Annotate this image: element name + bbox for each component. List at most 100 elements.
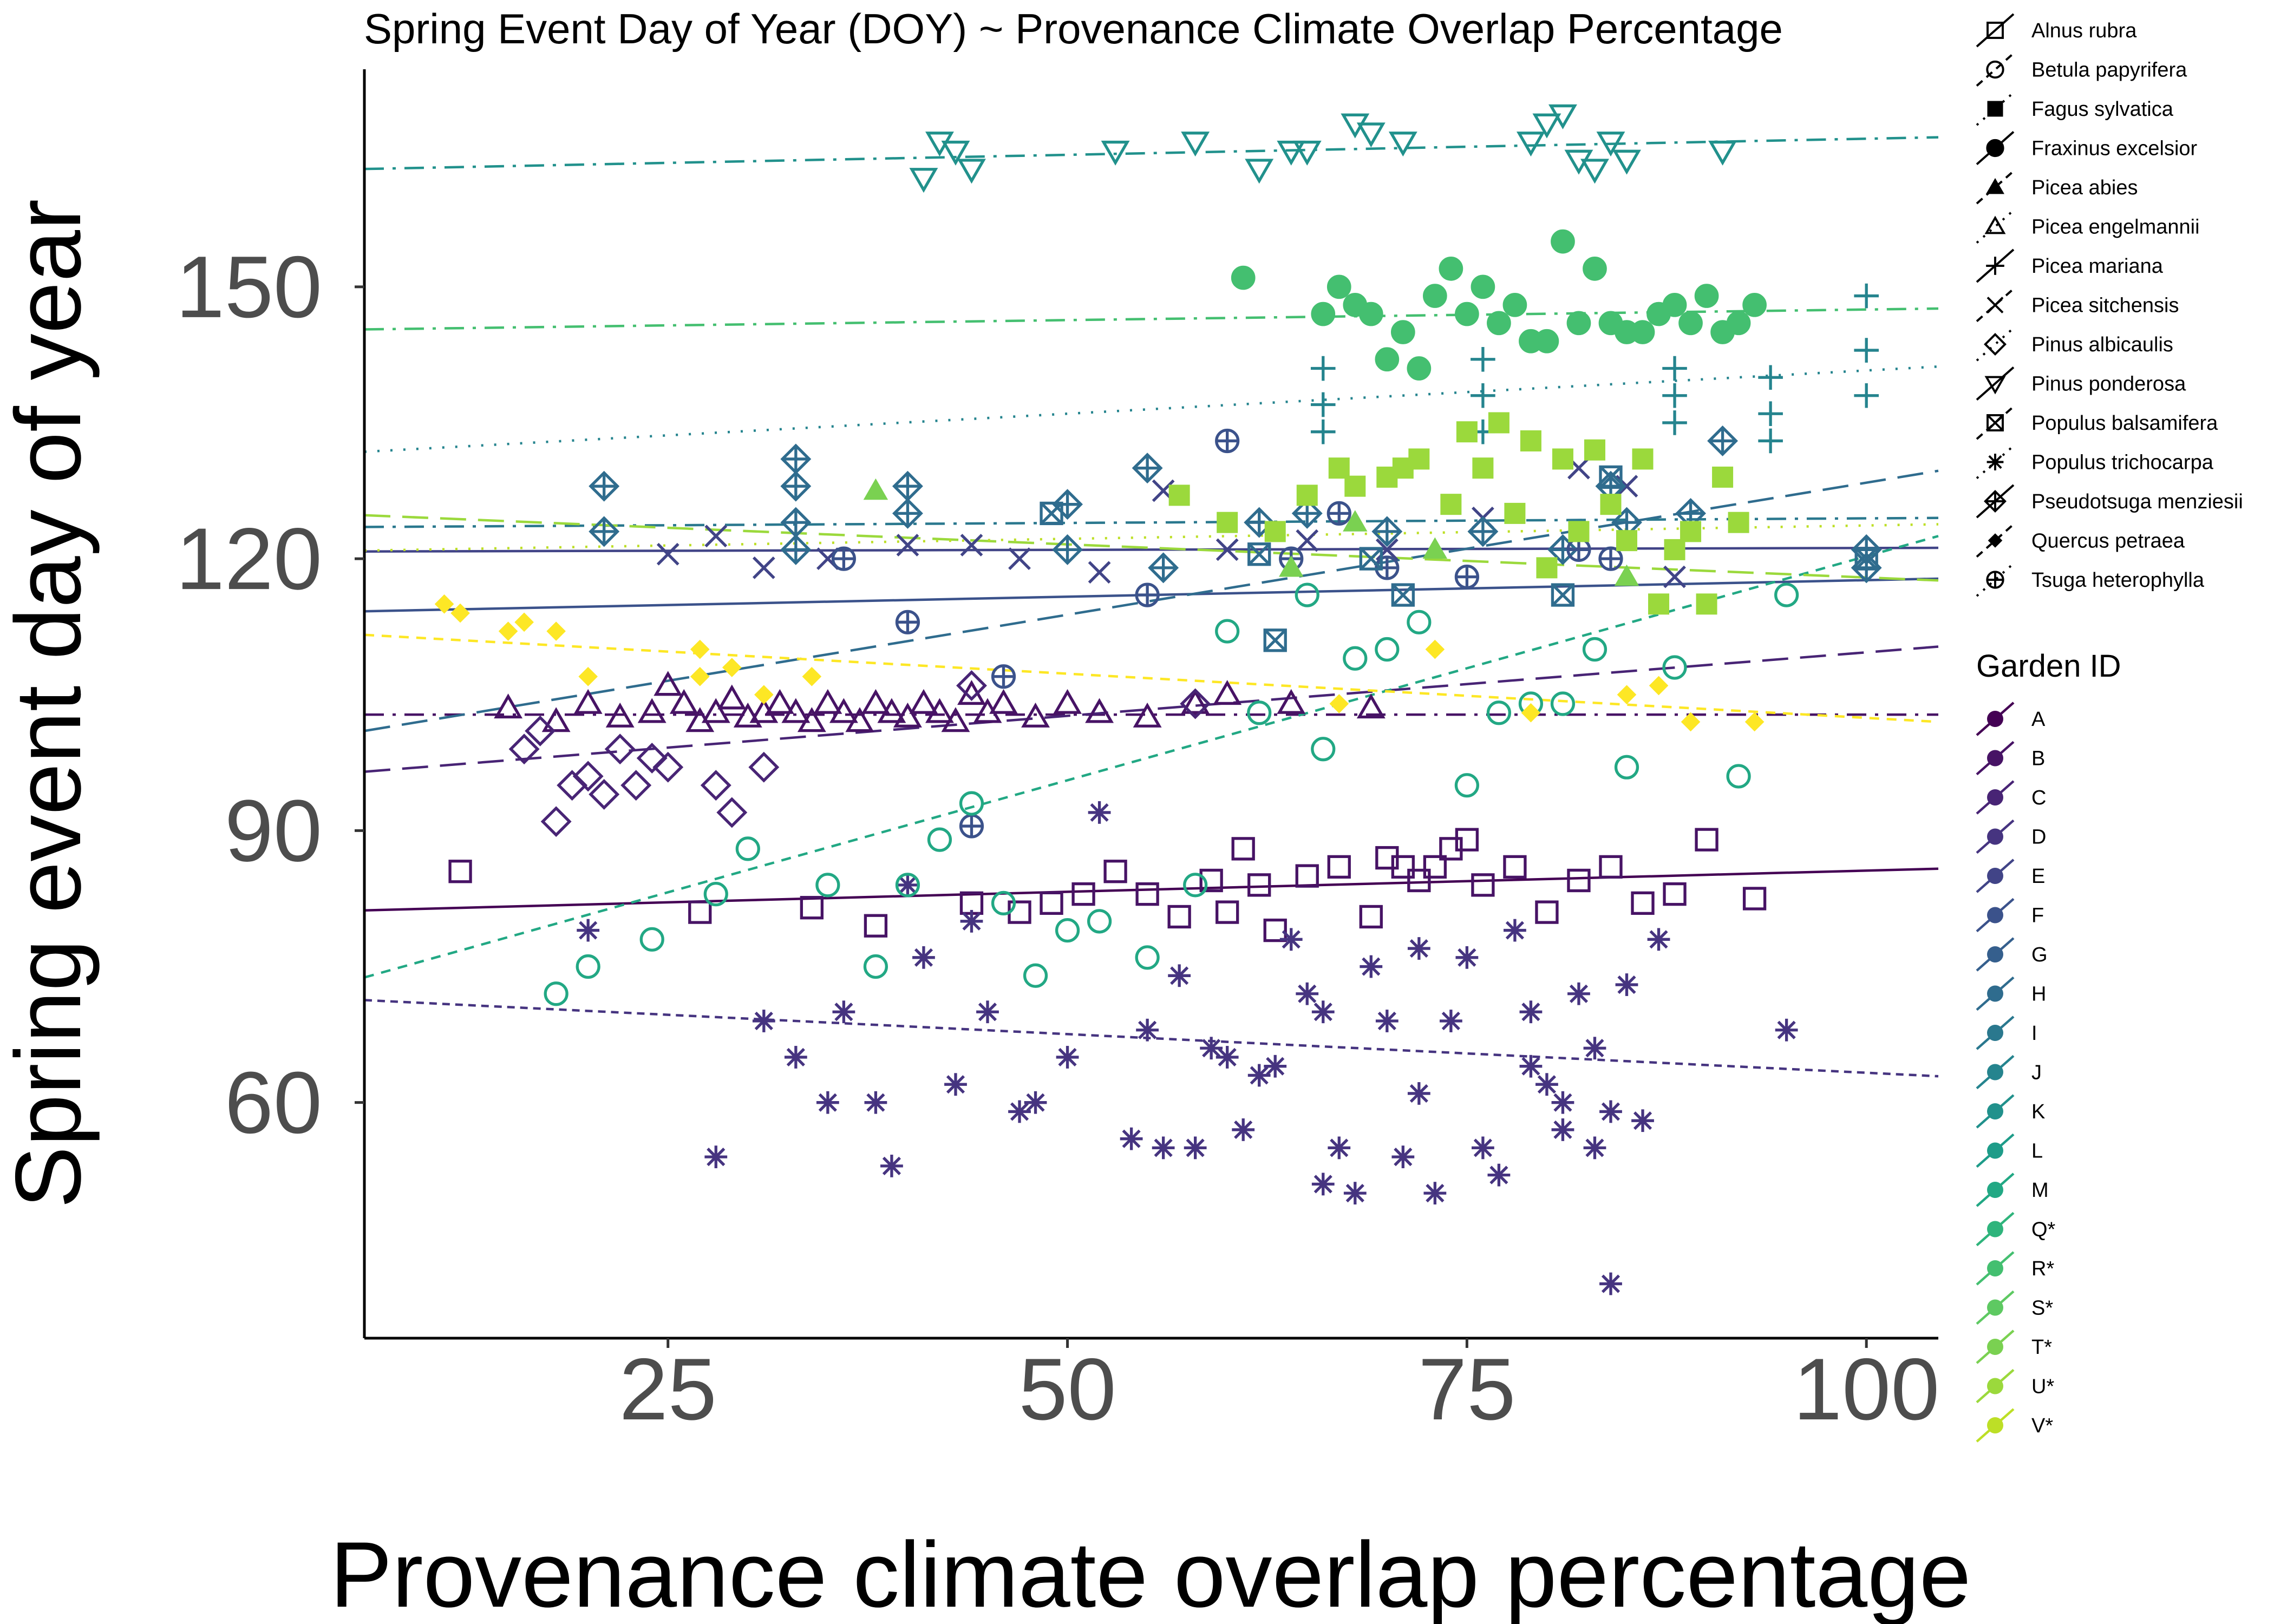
garden-legend-item: C — [1976, 780, 2046, 815]
data-point — [1311, 737, 1336, 762]
data-point — [1550, 691, 1576, 716]
plot-area — [364, 104, 1939, 1295]
data-point — [1696, 593, 1717, 615]
data-point — [1215, 619, 1240, 644]
legend-key-dot-icon — [1987, 828, 2003, 845]
data-point — [780, 443, 812, 475]
data-point — [1181, 689, 1210, 714]
data-point — [1343, 1182, 1367, 1205]
data-point — [1407, 356, 1432, 381]
data-point — [1454, 773, 1479, 798]
data-point — [1168, 964, 1191, 987]
species-legend-item: Populus trichocarpa — [1976, 445, 2214, 479]
data-point — [1213, 680, 1242, 705]
data-point — [716, 797, 748, 828]
data-point — [1664, 539, 1685, 560]
garden-legend-label: F — [2031, 905, 2044, 927]
data-point — [1103, 860, 1127, 883]
data-point — [1471, 1136, 1494, 1160]
data-point — [589, 516, 620, 547]
data-point — [1649, 676, 1669, 696]
data-point — [508, 734, 540, 765]
legend-key-square-cross-icon — [1987, 414, 2004, 431]
legend-key-dot-icon — [1987, 1025, 2003, 1041]
data-point — [578, 666, 598, 686]
data-point — [1630, 320, 1655, 344]
data-point — [1217, 512, 1238, 533]
species-legend-label: Pinus albicaulis — [2031, 333, 2173, 356]
data-point — [1310, 356, 1336, 381]
data-point — [1519, 1055, 1543, 1078]
data-point — [690, 666, 710, 686]
garden-legend-item: J — [1976, 1055, 2042, 1090]
data-point — [1328, 1136, 1351, 1160]
data-point — [1583, 1037, 1606, 1060]
data-point — [1311, 302, 1336, 326]
data-point — [895, 610, 920, 634]
data-point — [1504, 502, 1526, 524]
data-point — [1726, 311, 1751, 336]
series-populus-balsamifera — [1040, 465, 1878, 652]
data-point — [1662, 292, 1687, 317]
legend-key-dot-icon — [1987, 1221, 2003, 1237]
data-point — [863, 954, 888, 979]
data-point — [1455, 828, 1479, 852]
garden-legend-label: K — [2031, 1101, 2045, 1123]
legend-key-triangle-filled-icon — [1986, 178, 2004, 194]
data-point — [1471, 346, 1495, 372]
data-point — [1344, 475, 1366, 497]
y-tick-group: 60 90 120 150 — [176, 238, 364, 1152]
data-point — [1648, 593, 1670, 615]
data-point — [577, 919, 600, 942]
data-point — [1599, 465, 1623, 489]
data-point — [1582, 637, 1608, 662]
legend-key-dot-icon — [1987, 1299, 2003, 1316]
data-point — [1467, 516, 1499, 547]
legend-key-dot-icon — [1987, 1339, 2003, 1355]
data-point — [1391, 583, 1415, 607]
data-point — [688, 900, 712, 924]
data-point — [1454, 564, 1479, 590]
data-point — [797, 707, 826, 732]
data-point — [1183, 873, 1208, 898]
data-point — [1440, 494, 1462, 515]
data-point — [1742, 887, 1767, 911]
trend-line-l — [364, 535, 1939, 979]
data-point — [1407, 868, 1431, 893]
garden-legend-label: S* — [2031, 1297, 2053, 1320]
data-point — [1133, 702, 1162, 728]
data-point — [780, 470, 812, 502]
data-point — [1439, 256, 1463, 281]
data-point — [1678, 311, 1703, 336]
data-point — [880, 1154, 903, 1177]
data-point — [927, 827, 952, 852]
data-point — [829, 698, 858, 723]
garden-legend-item: D — [1976, 819, 2046, 854]
legend-key-dot-icon — [1987, 789, 2003, 806]
data-point — [831, 546, 856, 571]
data-point — [1053, 689, 1082, 714]
legend-key-circle-open-icon — [1986, 60, 2004, 79]
data-point — [892, 497, 923, 529]
data-point — [991, 664, 1016, 689]
data-point — [654, 671, 683, 696]
data-point — [1504, 919, 1526, 942]
species-legend-item: Pseudotsuga menziesii — [1976, 484, 2243, 519]
data-point — [1343, 510, 1368, 532]
data-point — [1548, 104, 1577, 129]
data-point — [1680, 521, 1702, 542]
garden-legend-item: I — [1976, 1016, 2037, 1050]
data-point — [1519, 1000, 1543, 1024]
legend-key-dot-icon — [1987, 868, 2003, 884]
data-point — [802, 666, 822, 686]
species-legend-item: Picea mariana — [1976, 248, 2164, 283]
data-point — [1567, 982, 1590, 1005]
data-point — [1264, 1055, 1287, 1078]
data-point — [1216, 538, 1239, 561]
garden-legend-label: V* — [2031, 1415, 2053, 1437]
garden-legend-item: M — [1976, 1173, 2049, 1207]
legend-key-triangle-open-icon — [1984, 215, 2006, 234]
data-point — [1329, 694, 1349, 713]
data-point — [1295, 864, 1319, 888]
data-point — [1455, 946, 1479, 969]
